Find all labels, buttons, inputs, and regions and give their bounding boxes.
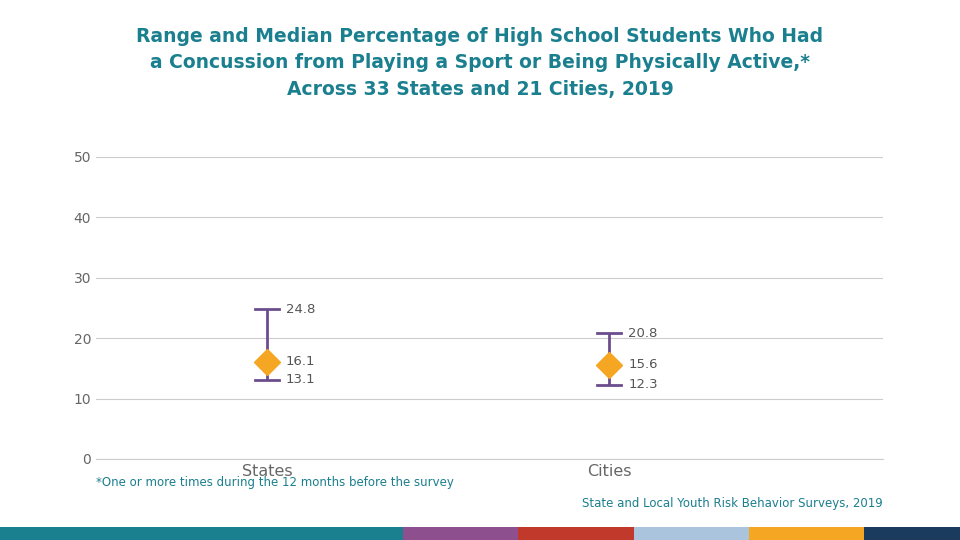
Text: *One or more times during the 12 months before the survey: *One or more times during the 12 months … bbox=[96, 476, 454, 489]
Text: 24.8: 24.8 bbox=[286, 302, 315, 315]
Text: 15.6: 15.6 bbox=[628, 358, 658, 371]
Text: Range and Median Percentage of High School Students Who Had
a Concussion from Pl: Range and Median Percentage of High Scho… bbox=[136, 27, 824, 99]
Text: 16.1: 16.1 bbox=[286, 355, 316, 368]
Text: 12.3: 12.3 bbox=[628, 378, 658, 391]
Text: State and Local Youth Risk Behavior Surveys, 2019: State and Local Youth Risk Behavior Surv… bbox=[583, 497, 883, 510]
Text: 20.8: 20.8 bbox=[628, 327, 658, 340]
Text: 13.1: 13.1 bbox=[286, 373, 316, 386]
